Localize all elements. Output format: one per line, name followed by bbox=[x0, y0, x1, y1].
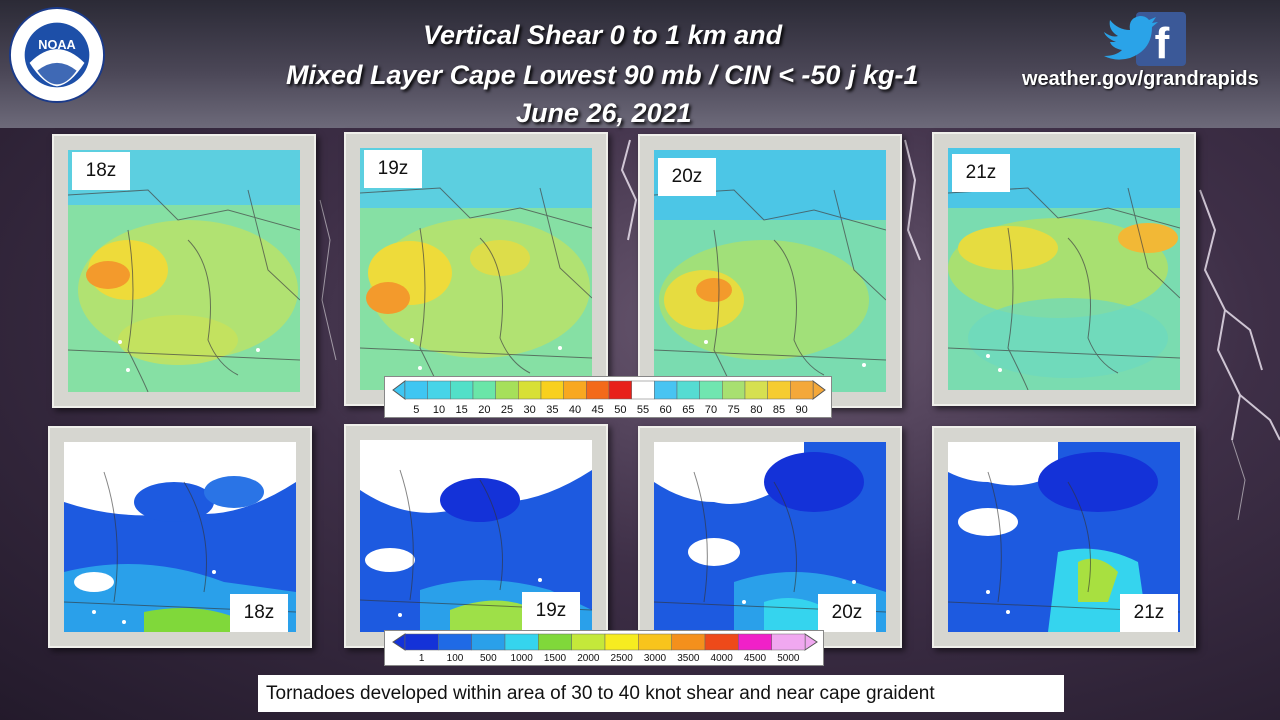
shear-legend-swatch bbox=[563, 380, 587, 400]
shear-legend-tick-label: 85 bbox=[773, 404, 785, 416]
cape-legend-tick-label: 1 bbox=[419, 653, 425, 664]
svg-text:f: f bbox=[1155, 19, 1170, 68]
shear-legend-swatch bbox=[540, 380, 564, 400]
title-line-2: Mixed Layer Cape Lowest 90 mb / CIN < -5… bbox=[286, 60, 919, 90]
cape-panel-20z: 20z bbox=[638, 426, 902, 648]
shear-legend-swatch bbox=[790, 380, 814, 400]
cape-legend-tick-label: 4000 bbox=[711, 653, 734, 664]
twitter-bird-icon bbox=[1104, 16, 1158, 60]
shear-panel-18z: 18z bbox=[52, 134, 316, 408]
shear-legend-arrow-right bbox=[812, 380, 826, 400]
cape-legend-swatch bbox=[471, 633, 506, 651]
cape-legend-tick-label: 100 bbox=[447, 653, 464, 664]
shear-legend-tick-label: 80 bbox=[750, 404, 762, 416]
shear-legend-swatch bbox=[676, 380, 700, 400]
cape-legend-swatch bbox=[438, 633, 472, 651]
cape-label-20z: 20z bbox=[818, 594, 876, 632]
shear-legend-swatch bbox=[518, 380, 542, 400]
shear-legend-tick-label: 5 bbox=[413, 404, 419, 416]
shear-legend-swatch bbox=[404, 380, 428, 400]
shear-legend-swatch bbox=[699, 380, 723, 400]
cape-legend-tick-label: 3500 bbox=[677, 653, 700, 664]
noaa-logo: NOAA bbox=[8, 6, 106, 104]
title-line-1: Vertical Shear 0 to 1 km and bbox=[423, 20, 783, 50]
social-icons[interactable]: f bbox=[1102, 10, 1188, 68]
cape-label-21z: 21z bbox=[1120, 594, 1178, 632]
cape-legend-tick-label: 3000 bbox=[644, 653, 667, 664]
cape-legend-tick-label: 1000 bbox=[511, 653, 534, 664]
shear-legend-tick-label: 70 bbox=[705, 404, 717, 416]
cape-legend-arrow-left bbox=[392, 633, 406, 651]
cape-legend-tick-label: 5000 bbox=[777, 653, 800, 664]
shear-legend-swatch bbox=[472, 380, 496, 400]
caption-box: Tornadoes developed within area of 30 to… bbox=[258, 675, 1064, 712]
shear-label-20z: 20z bbox=[658, 158, 716, 196]
cape-legend-tick-label: 2500 bbox=[611, 653, 634, 664]
shear-legend-swatch bbox=[586, 380, 610, 400]
shear-label-19z: 19z bbox=[364, 150, 422, 188]
cape-label-19z: 19z bbox=[522, 592, 580, 630]
shear-panel-20z: 20z bbox=[638, 134, 902, 408]
cape-legend-tick-label: 500 bbox=[480, 653, 497, 664]
cape-legend-swatch bbox=[538, 633, 572, 651]
cape-legend-swatch bbox=[704, 633, 739, 651]
shear-legend-tick-label: 15 bbox=[456, 404, 468, 416]
title-line-3: June 26, 2021 bbox=[516, 98, 692, 128]
shear-legend-swatch bbox=[722, 380, 746, 400]
shear-legend-tick-label: 75 bbox=[728, 404, 740, 416]
shear-legend-swatch bbox=[631, 380, 655, 400]
cape-legend-swatch bbox=[671, 633, 706, 651]
shear-legend-tick-label: 65 bbox=[682, 404, 694, 416]
shear-legend-tick-label: 20 bbox=[478, 404, 490, 416]
shear-legend-swatch bbox=[654, 380, 678, 400]
shear-legend-tick-label: 55 bbox=[637, 404, 649, 416]
shear-legend-tick-label: 35 bbox=[546, 404, 558, 416]
shear-legend-tick-label: 50 bbox=[614, 404, 626, 416]
shear-legend-arrow-left bbox=[392, 380, 406, 400]
cape-legend-swatch bbox=[404, 633, 439, 651]
cape-panel-19z: 19z bbox=[344, 424, 608, 648]
shear-legend-tick-label: 90 bbox=[796, 404, 808, 416]
cape-map-20z bbox=[654, 442, 886, 632]
shear-legend-swatch bbox=[495, 380, 519, 400]
shear-legend-tick-label: 60 bbox=[660, 404, 672, 416]
shear-map-18z bbox=[68, 150, 300, 392]
cape-panel-18z: 18z bbox=[48, 426, 312, 648]
cape-legend-tick-label: 2000 bbox=[577, 653, 600, 664]
shear-color-legend: 5 10 15 20 25 30 35 40 45 50 55 60 65 70 75 80 85 90 bbox=[384, 376, 832, 418]
shear-legend-tick-label: 30 bbox=[524, 404, 536, 416]
site-url[interactable]: weather.gov/grandrapids bbox=[1022, 68, 1259, 90]
cape-color-legend: 1 100 500 1000 1500 2000 2500 3000 3500 4000 4500 5… bbox=[384, 630, 824, 666]
shear-label-21z: 21z bbox=[952, 154, 1010, 192]
cape-label-18z: 18z bbox=[230, 594, 288, 632]
shear-legend-swatch bbox=[427, 380, 451, 400]
cape-legend-arrow-right bbox=[804, 633, 818, 651]
shear-legend-tick-label: 25 bbox=[501, 404, 513, 416]
cape-legend-tick-label: 4500 bbox=[744, 653, 767, 664]
cape-legend-swatch bbox=[604, 633, 639, 651]
shear-legend-swatch bbox=[744, 380, 768, 400]
cape-legend-swatch bbox=[638, 633, 672, 651]
shear-legend-tick-label: 40 bbox=[569, 404, 581, 416]
shear-legend-swatch bbox=[450, 380, 474, 400]
cape-legend-tick-label: 1500 bbox=[544, 653, 567, 664]
cape-legend-swatch bbox=[504, 633, 539, 651]
shear-legend-swatch bbox=[767, 380, 791, 400]
shear-label-18z: 18z bbox=[72, 152, 130, 190]
shear-map-19z bbox=[360, 148, 592, 390]
cape-legend-swatch bbox=[571, 633, 606, 651]
header-band bbox=[0, 0, 1280, 128]
cape-legend-swatch bbox=[738, 633, 772, 651]
noaa-logo-text: NOAA bbox=[38, 37, 76, 52]
shear-legend-swatch bbox=[608, 380, 632, 400]
cape-legend-swatch bbox=[771, 633, 806, 651]
shear-legend-tick-label: 45 bbox=[592, 404, 604, 416]
shear-panel-19z: 19z bbox=[344, 132, 608, 406]
cape-panel-21z: 21z bbox=[932, 426, 1196, 648]
shear-panel-21z: 21z bbox=[932, 132, 1196, 406]
shear-legend-tick-label: 10 bbox=[433, 404, 445, 416]
